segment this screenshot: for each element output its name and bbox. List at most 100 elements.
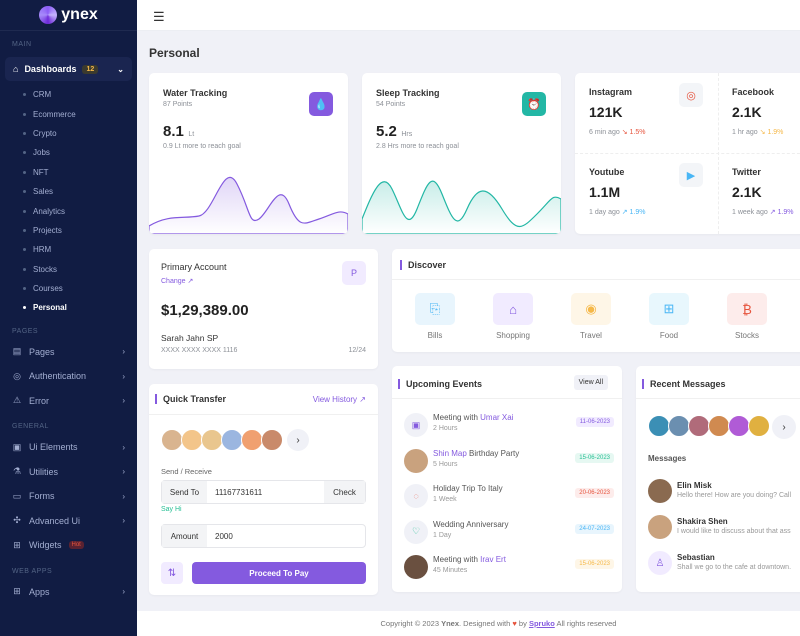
discover-item-shopping[interactable]: ⌂ Shopping [493,293,533,340]
instagram-icon: ◎ [679,83,703,107]
chevron-right-icon: › [122,467,125,477]
menu-toggle-icon[interactable]: ☰ [153,9,165,24]
label: Travel [580,331,602,340]
sidebar-subitem[interactable]: Projects [0,221,137,240]
sidebar-subitem[interactable]: Ecommerce [0,104,137,123]
amount-input[interactable]: 2000 [215,531,233,541]
unit: Lt [188,131,195,138]
event-item[interactable]: ♡ Wedding Anniversary 1 Day 24-07-2023 [404,519,614,554]
sidebar-item-widgets[interactable]: ⊞ Widgets Hot [0,533,137,558]
chevron-right-icon: › [122,371,125,381]
sidebar: ynex MAIN ⌂ Dashboards 12 ⌄ CRM Ecommerce Cry… [0,0,137,636]
avatar[interactable] [668,415,690,437]
sidebar-item-forms[interactable]: ▭ Forms › [0,484,137,509]
sidebar-subitem[interactable]: Jobs [0,143,137,162]
company-link[interactable]: Spruko [528,619,555,628]
text: All rights reserved [554,619,617,628]
file-icon: ▤ [12,346,22,357]
name: Facebook [732,87,775,97]
check-button[interactable]: Check [324,481,365,503]
social-stats-card: Instagram 121K 6 min ago ↘ 1.5% ◎ Facebook 2.… [575,73,800,234]
bullet-icon [23,306,26,310]
sidebar-item-apps[interactable]: ⊞ Apps › [0,580,137,605]
phone-input[interactable]: 11167731611 [215,487,263,497]
sidebar-item-authentication[interactable]: ◎ Authentication › [0,364,137,389]
header: ☰ [137,0,800,31]
discover-item-bills[interactable]: ⎘ Bills [415,293,455,340]
avatar[interactable] [221,429,243,451]
avatar[interactable] [201,429,223,451]
change: ↘ 1.5% [621,129,646,136]
label: View History [312,395,358,404]
avatar[interactable] [728,415,750,437]
discover-card: Discover ⎘ Bills ⌂ Shopping ◉ Travel ⊞ Food ₿ Sto… [392,249,800,352]
avatar[interactable] [261,429,283,451]
forms-icon: ▭ [12,490,22,501]
sidebar-subitem[interactable]: Personal [0,298,137,317]
bullet-icon [23,228,26,232]
avatar[interactable] [161,429,183,451]
view-history-link[interactable]: View History ↗ [313,395,366,404]
discover-item-travel[interactable]: ◉ Travel [571,293,611,340]
sidebar-subitem[interactable]: CRM [0,85,137,104]
label: Stocks [33,264,58,274]
sidebar-item-ui-elements[interactable]: ▣ Ui Elements › [0,435,137,460]
logo[interactable]: ynex [0,0,137,31]
event-item[interactable]: ◌ Holiday Trip To Italy 1 Week 20-06-2023 [404,484,614,518]
label: HRM [33,245,52,255]
discover-item-stocks[interactable]: ₿ Stocks [727,293,767,340]
view-all-button[interactable]: View All [573,375,608,390]
sidebar-subitem[interactable]: Courses [0,279,137,298]
chevron-right-icon[interactable]: › [772,415,796,439]
sidebar-subitem[interactable]: HRM [0,240,137,259]
chevron-right-icon[interactable]: › [287,429,309,451]
amount-label: Amount [162,525,207,547]
label: Authentication [29,371,87,382]
card-title: Water Tracking [163,88,228,98]
sidebar-item-dashboards[interactable]: ⌂ Dashboards 12 ⌄ [5,57,132,81]
sidebar-subitem[interactable]: Crypto [0,124,137,143]
event-item[interactable]: ▣ Meeting with Umar Xai 2 Hours 11-06-2023 [404,413,614,447]
sidebar-item-pages[interactable]: ▤ Pages › [0,340,137,365]
avatar[interactable] [181,429,203,451]
sidebar-subitem[interactable]: Stocks [0,260,137,279]
label: Food [659,331,679,340]
sidebar-subitem[interactable]: Sales [0,182,137,201]
sidebar-subitem[interactable]: NFT [0,163,137,182]
avatar[interactable] [648,415,670,437]
change-link[interactable]: Change ↗ [161,277,193,285]
avatar[interactable] [241,429,263,451]
proceed-to-pay-button[interactable]: Proceed To Pay [192,562,366,584]
event-item[interactable]: Meeting with Irav Ert 45 Minutes 15-06-202… [404,555,614,589]
label: Forms [29,491,55,502]
sidebar-item-utilities[interactable]: ⚗ Utilities › [0,460,137,485]
time: 1 week ago [732,209,768,216]
avatar[interactable] [748,415,770,437]
brand-name: ynex [61,6,98,23]
avatar[interactable] [688,415,710,437]
date-badge: 15-06-2023 [575,559,614,569]
text: by [516,619,529,628]
social-stat-instagram: Instagram 121K 6 min ago ↘ 1.5% ◎ [575,73,718,153]
label: Apps [29,586,50,597]
value: 121K [589,104,623,120]
sidebar-item-error[interactable]: ⚠ Error › [0,389,137,414]
avatar [648,515,672,539]
avatar [404,448,428,473]
label: Error [29,395,49,406]
change-label: Change [161,278,186,285]
discover-item-food[interactable]: ⊞ Food [649,293,689,340]
highlight: Shin Map [433,448,467,458]
swap-icon[interactable]: ⇅ [161,562,183,584]
sidebar-subitem[interactable]: Analytics [0,201,137,220]
sidebar-item-advanced-ui[interactable]: ✣ Advanced Ui › [0,509,137,534]
events-title: Upcoming Events [398,379,482,389]
transfer-title: Quick Transfer [155,394,226,404]
event-item[interactable]: Shin Map Birthday Party 5 Hours 15-06-2023 [404,448,614,483]
avatar[interactable] [708,415,730,437]
label: Sales [33,187,54,197]
label: Bills [427,331,443,340]
upcoming-events-card: Upcoming Events View All ▣ Meeting with U… [392,366,622,592]
name: Twitter [732,167,761,177]
preview: Shall we go to the cafe at downtown. [677,564,792,571]
